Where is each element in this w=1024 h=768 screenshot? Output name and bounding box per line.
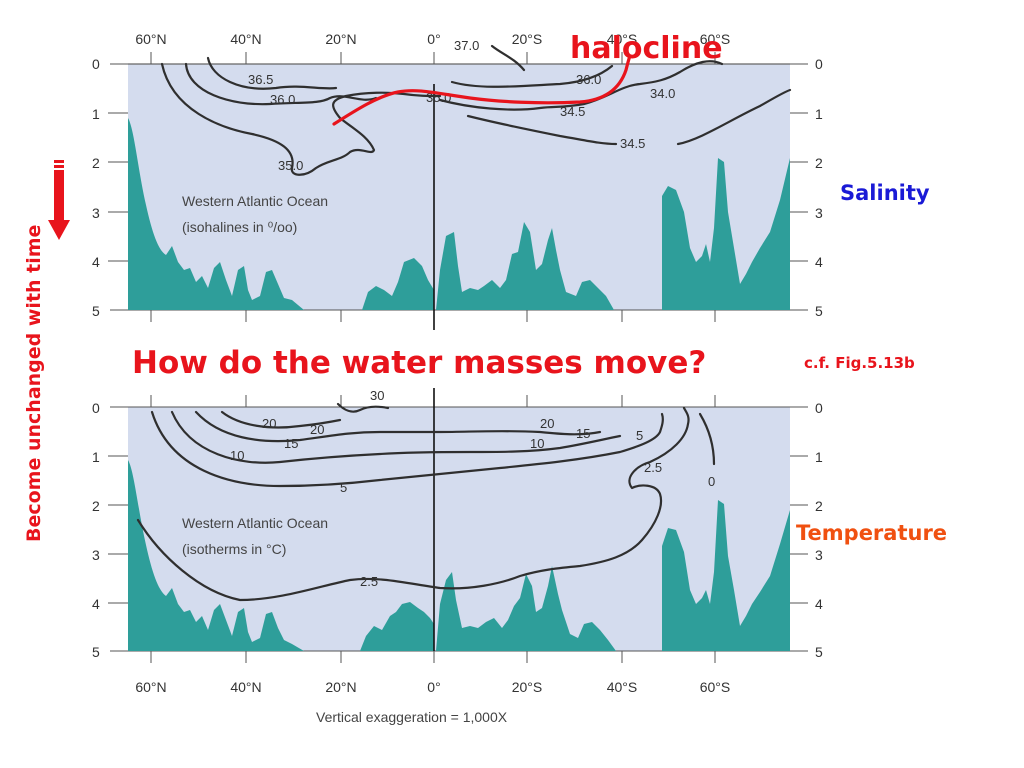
halocline-line bbox=[332, 54, 632, 126]
temperature-caption-units: (isotherms in °C) bbox=[182, 541, 286, 557]
contour-label: 20 bbox=[310, 422, 324, 437]
temperature-panel: 0 1 2 3 4 5 0 1 2 3 4 5 bbox=[92, 388, 947, 695]
contour-label: 30 bbox=[370, 388, 384, 403]
depth-label: 4 bbox=[92, 596, 100, 612]
depth-label: 5 bbox=[815, 644, 823, 660]
temperature-latitude-axis: 60°N 40°N 20°N 0° 20°S 40°S 60°S bbox=[135, 395, 730, 695]
latitude-label: 20°S bbox=[512, 31, 543, 47]
figure-reference: c.f. Fig.5.13b bbox=[804, 354, 915, 372]
latitude-label: 60°S bbox=[700, 679, 731, 695]
vertical-exaggeration-note: Vertical exaggeration = 1,000X bbox=[316, 709, 508, 725]
depth-label: 3 bbox=[92, 547, 100, 563]
salinity-seafloor bbox=[128, 118, 790, 310]
contour-label: 2.5 bbox=[644, 460, 662, 475]
temperature-caption: Western Atlantic Ocean bbox=[182, 515, 328, 531]
salinity-right-depth-axis: 0 1 2 3 4 5 bbox=[790, 56, 823, 319]
depth-label: 0 bbox=[92, 400, 100, 416]
depth-label: 2 bbox=[815, 155, 823, 171]
depth-label: 1 bbox=[92, 449, 100, 465]
latitude-label: 40°N bbox=[230, 31, 261, 47]
latitude-label: 0° bbox=[427, 31, 440, 47]
latitude-label: 60°N bbox=[135, 31, 166, 47]
depth-label: 2 bbox=[815, 498, 823, 514]
depth-label: 4 bbox=[815, 596, 823, 612]
question-heading: How do the water masses move? bbox=[132, 345, 706, 381]
temperature-title: Temperature bbox=[796, 521, 947, 545]
salinity-title: Salinity bbox=[840, 181, 930, 205]
depth-label: 3 bbox=[815, 205, 823, 221]
temperature-right-depth-axis: 0 1 2 3 4 5 bbox=[790, 400, 823, 660]
latitude-label: 40°N bbox=[230, 679, 261, 695]
salinity-contour-labels: 36.5 36.0 35.0 37.0 36.0 35.0 34.5 34.0 … bbox=[248, 38, 675, 173]
contour-label: 15 bbox=[576, 426, 590, 441]
down-arrow-icon bbox=[48, 160, 70, 240]
temperature-seafloor bbox=[128, 460, 790, 651]
contour-label: 0 bbox=[708, 474, 715, 489]
latitude-label: 20°S bbox=[512, 679, 543, 695]
depth-label: 2 bbox=[92, 498, 100, 514]
depth-label: 4 bbox=[92, 254, 100, 270]
salinity-caption-units: (isohalines in ⁰/oo) bbox=[182, 219, 297, 235]
salinity-caption: Western Atlantic Ocean bbox=[182, 193, 328, 209]
salinity-left-depth-axis: 0 1 2 3 4 5 bbox=[92, 56, 128, 319]
depth-label: 0 bbox=[815, 400, 823, 416]
contour-label: 34.0 bbox=[650, 86, 675, 101]
depth-label: 5 bbox=[92, 303, 100, 319]
contour-label: 34.5 bbox=[560, 104, 585, 119]
contour-label: 2.5 bbox=[360, 574, 378, 589]
latitude-label: 40°S bbox=[607, 31, 638, 47]
depth-label: 5 bbox=[815, 303, 823, 319]
contour-label: 34.5 bbox=[620, 136, 645, 151]
depth-label: 0 bbox=[92, 56, 100, 72]
depth-label: 0 bbox=[815, 56, 823, 72]
depth-label: 4 bbox=[815, 254, 823, 270]
latitude-label: 20°N bbox=[325, 31, 356, 47]
halocline-label: halocline bbox=[570, 31, 723, 66]
contour-label: 35.0 bbox=[278, 158, 303, 173]
contour-label: 15 bbox=[284, 436, 298, 451]
salinity-latitude-axis: 60°N 40°N 20°N 0° 20°S 40°S 60°S bbox=[135, 31, 730, 322]
contour-label: 37.0 bbox=[454, 38, 479, 53]
depth-label: 1 bbox=[92, 106, 100, 122]
temperature-left-depth-axis: 0 1 2 3 4 5 bbox=[92, 400, 128, 660]
temperature-contours bbox=[136, 402, 716, 602]
depth-label: 1 bbox=[815, 449, 823, 465]
contour-label: 36.0 bbox=[576, 72, 601, 87]
latitude-label: 60°S bbox=[700, 31, 731, 47]
salinity-panel: 0 1 2 3 4 5 0 1 2 3 4 5 bbox=[92, 31, 930, 330]
contour-label: 36.5 bbox=[248, 72, 273, 87]
contour-label: 20 bbox=[262, 416, 276, 431]
temperature-contour-labels: 30 20 20 15 10 5 2.5 20 15 10 5 2.5 0 bbox=[230, 388, 715, 589]
depth-label: 2 bbox=[92, 155, 100, 171]
contour-label: 20 bbox=[540, 416, 554, 431]
depth-label: 5 bbox=[92, 644, 100, 660]
depth-label: 3 bbox=[815, 547, 823, 563]
contour-label: 10 bbox=[530, 436, 544, 451]
side-annotation: Become unchanged with time bbox=[23, 225, 45, 542]
latitude-label: 40°S bbox=[607, 679, 638, 695]
depth-label: 1 bbox=[815, 106, 823, 122]
latitude-label: 0° bbox=[427, 679, 440, 695]
contour-label: 36.0 bbox=[270, 92, 295, 107]
contour-label: 5 bbox=[340, 480, 347, 495]
latitude-label: 20°N bbox=[325, 679, 356, 695]
latitude-label: 60°N bbox=[135, 679, 166, 695]
contour-label: 10 bbox=[230, 448, 244, 463]
depth-label: 3 bbox=[92, 205, 100, 221]
contour-label: 5 bbox=[636, 428, 643, 443]
